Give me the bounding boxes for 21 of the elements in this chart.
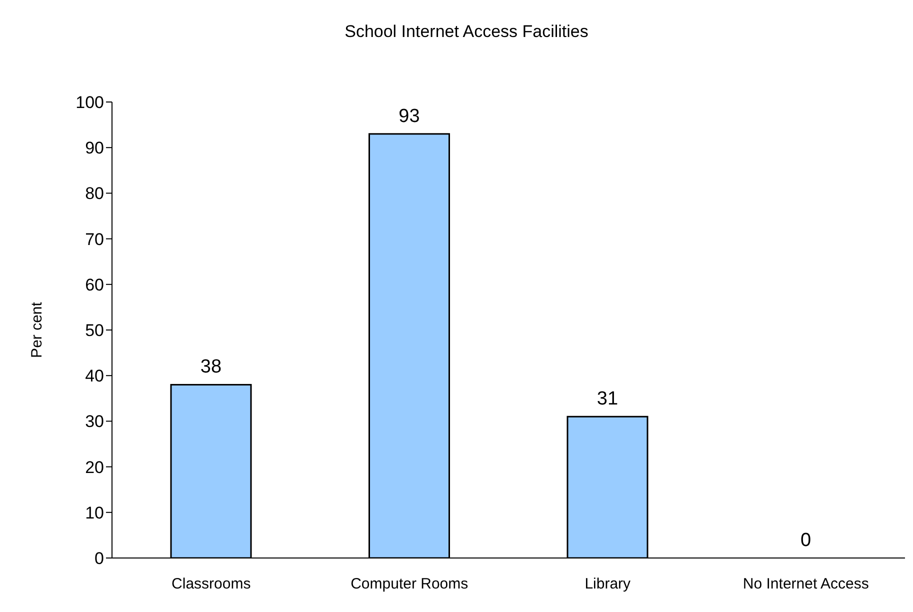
- y-tick-label: 30: [85, 412, 104, 432]
- y-tick-label: 50: [85, 321, 104, 340]
- y-tick-label: 40: [85, 366, 104, 386]
- x-tick-label: Computer Rooms: [350, 576, 468, 593]
- data-label: 31: [596, 388, 618, 410]
- data-label: 0: [800, 530, 812, 551]
- x-tick-label: No Internet Access: [742, 576, 869, 593]
- y-tick-label: 70: [85, 230, 104, 249]
- y-tick-label: 90: [85, 138, 104, 158]
- data-label: 93: [398, 106, 420, 127]
- y-tick-label: 10: [85, 503, 104, 522]
- x-tick-label: Classrooms: [172, 576, 251, 593]
- y-tick-label: 0: [94, 549, 104, 568]
- chart-title: School Internet Access Facilities: [344, 21, 590, 43]
- x-tick-label: Library: [584, 576, 632, 593]
- y-tick-label: 60: [85, 275, 104, 294]
- y-tick-label: 20: [85, 458, 104, 477]
- y-tick-label: 100: [76, 93, 104, 112]
- data-label: 38: [200, 356, 222, 378]
- y-tick-label: 80: [85, 184, 104, 204]
- y-axis-title: Per cent: [28, 301, 46, 358]
